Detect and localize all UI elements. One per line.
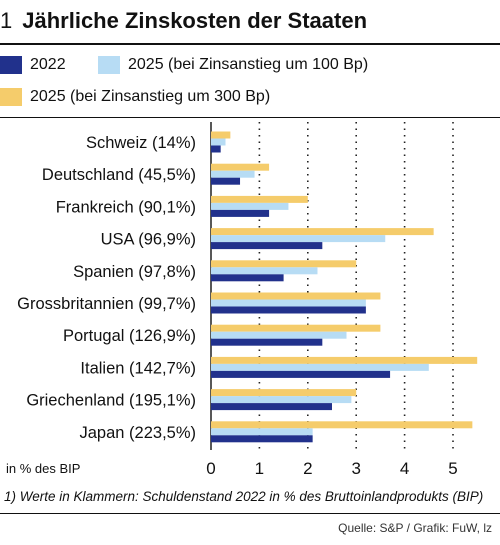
bar [211, 324, 381, 332]
bar [211, 306, 366, 314]
legend-label-2025-300: 2025 (bei Zinsanstieg um 300 Bp) [30, 88, 271, 105]
legend-divider [0, 117, 500, 118]
bar [211, 260, 357, 268]
bar [211, 202, 289, 210]
legend-label-2025-100: 2025 (bei Zinsanstieg um 100 Bp) [128, 56, 369, 73]
category-label: Japan (223,5%) [80, 424, 197, 442]
bar [211, 242, 323, 250]
bar [211, 428, 313, 436]
x-tick-label: 4 [400, 459, 409, 478]
legend-item-2025-100: 2025 (bei Zinsanstieg um 100 Bp) [98, 54, 368, 76]
bar [211, 177, 241, 185]
bar [211, 363, 429, 371]
legend-item-2025-300: 2025 (bei Zinsanstieg um 300 Bp) [0, 86, 270, 108]
bar [211, 274, 284, 282]
category-label: Schweiz (14%) [86, 134, 196, 152]
bar [211, 138, 226, 146]
category-label: Italien (142,7%) [80, 359, 196, 377]
bar [211, 292, 381, 300]
category-label: USA (96,9%) [101, 231, 196, 249]
bar [211, 170, 255, 178]
bar [211, 389, 357, 397]
category-label: Grossbritannien (99,7%) [17, 295, 196, 313]
chart-number: 1 [0, 8, 13, 33]
legend-item-2022: 2022 [0, 54, 66, 76]
source-credit: Quelle: S&P / Grafik: FuW, lz [338, 521, 492, 535]
bar [211, 267, 318, 275]
bar-chart: Schweiz (14%) Deutschland (45,5%) Frankrei… [6, 122, 478, 478]
x-tick-label: 3 [351, 459, 360, 478]
bar [211, 145, 221, 153]
bar [211, 195, 308, 203]
x-tick-label: 2 [303, 459, 312, 478]
bar [211, 356, 478, 364]
chart-title-text: Jährliche Zinskosten der Staaten [22, 8, 368, 33]
bar [211, 131, 231, 139]
x-tick-label: 5 [448, 459, 457, 478]
footnote-divider [0, 513, 500, 514]
legend-swatch-2022 [0, 56, 22, 74]
category-label: Deutschland (45,5%) [42, 166, 196, 184]
bar [211, 163, 270, 171]
x-axis-label: in % des BIP [6, 461, 80, 476]
legend-swatch-2025-300 [0, 88, 22, 106]
bar [211, 209, 270, 217]
bar [211, 421, 473, 429]
bar [211, 235, 386, 243]
bar [211, 396, 352, 404]
bar [211, 403, 332, 411]
category-label: Spanien (97,8%) [73, 263, 196, 281]
bar [211, 370, 391, 378]
title-divider [0, 43, 500, 45]
category-label: Portugal (126,9%) [63, 327, 196, 345]
bar [211, 338, 323, 346]
bar [211, 435, 313, 443]
bar [211, 228, 434, 236]
x-tick-label: 1 [255, 459, 264, 478]
category-label: Frankreich (90,1%) [56, 198, 196, 216]
bar [211, 331, 347, 339]
legend-swatch-2025-100 [98, 56, 120, 74]
legend-label-2022: 2022 [30, 56, 66, 73]
bar [211, 299, 366, 307]
x-tick-label: 0 [206, 459, 215, 478]
footnote: 1) Werte in Klammern: Schuldenstand 2022… [4, 489, 484, 504]
chart-title: 1 Jährliche Zinskosten der Staaten [0, 4, 367, 38]
category-label: Griechenland (195,1%) [26, 392, 196, 410]
